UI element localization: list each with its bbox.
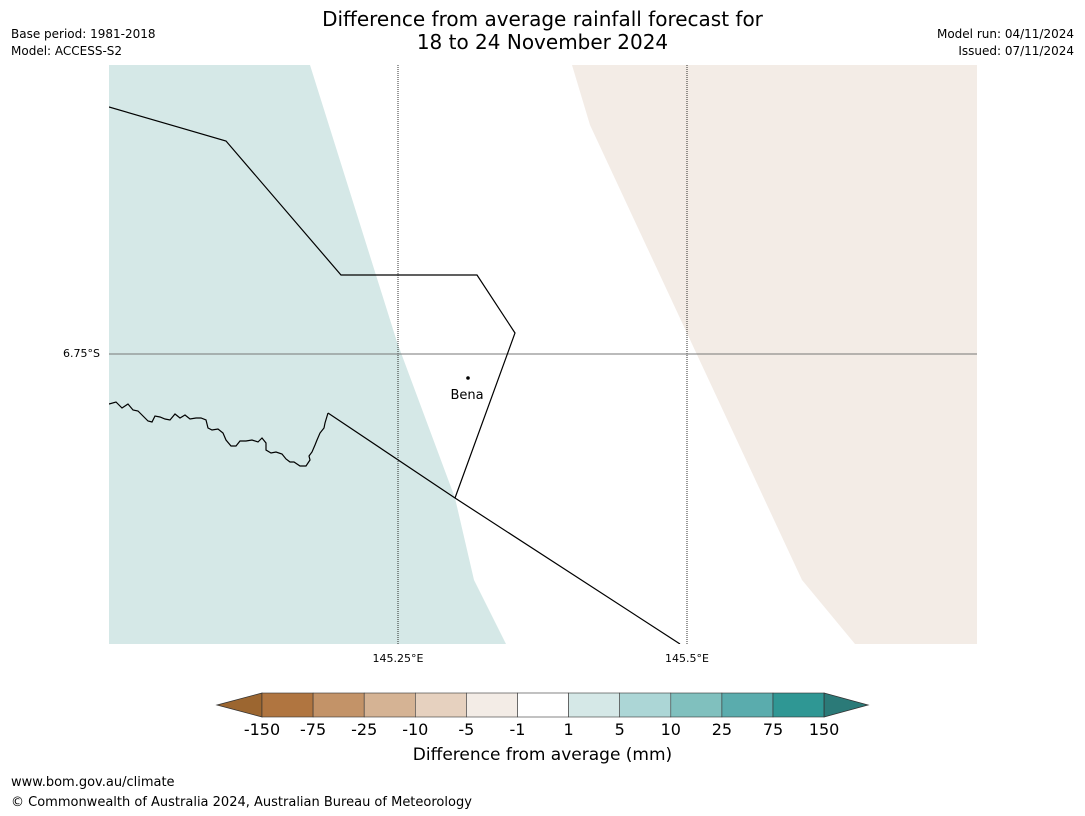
river-boundary <box>109 401 329 467</box>
colorbar-tick-label: -1 <box>509 720 526 739</box>
lon-label-145-25e: 145.25°E <box>372 652 424 665</box>
title-line-2: 18 to 24 November 2024 <box>416 30 669 54</box>
colorbar-tick-label: -5 <box>458 720 475 739</box>
meta-left: Base period: 1981-2018 Model: ACCESS-S2 <box>11 26 156 60</box>
colorbar-tick-label: 5 <box>614 720 625 739</box>
map-title: Difference from average rainfall forecas… <box>0 8 1085 54</box>
province-boundary-south <box>327 412 681 644</box>
footer-url: www.bom.gov.au/climate <box>11 775 175 790</box>
base-period-text: Base period: 1981-2018 <box>11 27 156 41</box>
model-run-text: Model run: 04/11/2024 <box>936 27 1074 41</box>
colorbar-tick-label: -25 <box>351 720 378 739</box>
colorbar-tick-label: 10 <box>660 720 681 739</box>
colorbar-tick-label: -150 <box>243 720 281 739</box>
colorbar-tick-label: 75 <box>762 720 784 739</box>
colorbar-tick-label: 150 <box>808 720 840 739</box>
issued-text: Issued: 07/11/2024 <box>958 44 1074 58</box>
title-line-1: Difference from average rainfall forecas… <box>322 7 763 31</box>
colorbar-tick-label: -75 <box>300 720 327 739</box>
meta-right: Model run: 04/11/2024 Issued: 07/11/2024 <box>937 26 1074 60</box>
bena-label: Bena <box>450 388 484 403</box>
map-area <box>109 65 977 644</box>
colorbar-tick-label: -10 <box>402 720 429 739</box>
model-text: Model: ACCESS-S2 <box>11 44 123 58</box>
colorbar-tick-label: 25 <box>711 720 733 739</box>
lon-label-145-5e: 145.5°E <box>665 652 709 665</box>
lat-label-6-75s: 6.75°S <box>63 347 100 360</box>
footer-copyright: © Commonwealth of Australia 2024, Austra… <box>11 795 472 810</box>
colorbar-tick-label: 1 <box>563 720 574 739</box>
province-boundary-north <box>109 106 516 499</box>
bena-marker <box>466 376 470 380</box>
colorbar-title: Difference from average (mm) <box>412 745 673 765</box>
